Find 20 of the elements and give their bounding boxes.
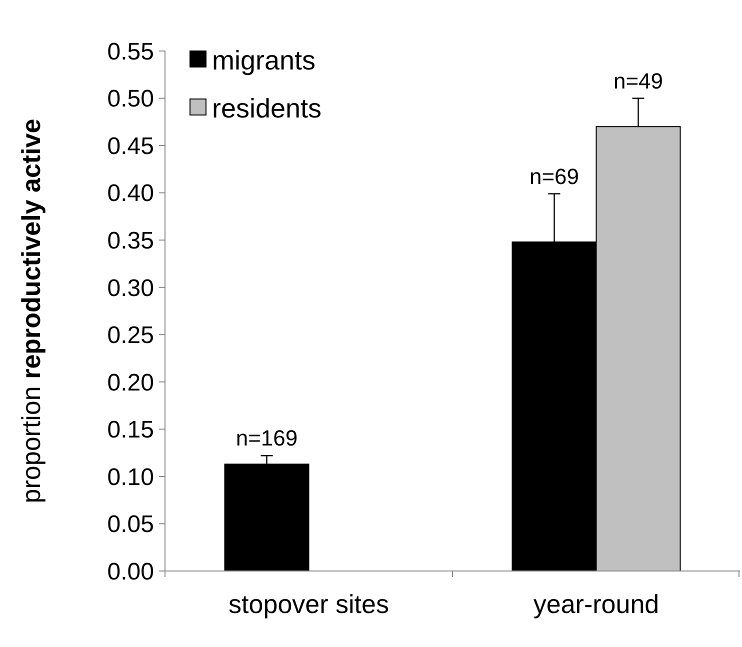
y-tick-label: 0.00	[107, 558, 154, 586]
y-tick-label: 0.20	[107, 369, 154, 396]
y-tick-label: 0.55	[107, 38, 154, 66]
y-axis-title: proportion reproductively active	[16, 118, 46, 504]
y-tick-label: 0.10	[107, 464, 154, 491]
y-tick-label: 0.05	[107, 511, 154, 538]
x-tick-label: year-round	[533, 589, 660, 619]
y-tick-label: 0.25	[107, 322, 154, 350]
y-tick-label: 0.35	[107, 227, 154, 254]
y-tick-label: 0.40	[107, 180, 154, 208]
x-tick-label: stopover sites	[228, 589, 389, 619]
y-tick-label: 0.45	[107, 132, 154, 160]
y-tick-label: 0.15	[107, 416, 154, 444]
annotation: n=49	[613, 68, 664, 94]
y-tick-label: 0.50	[107, 86, 154, 113]
y-tick-label: 0.30	[107, 274, 154, 302]
legend-label: residents	[212, 93, 322, 124]
annotation: n=69	[529, 164, 580, 189]
annotation: n=169	[236, 426, 298, 451]
legend-label: migrants	[212, 45, 316, 76]
